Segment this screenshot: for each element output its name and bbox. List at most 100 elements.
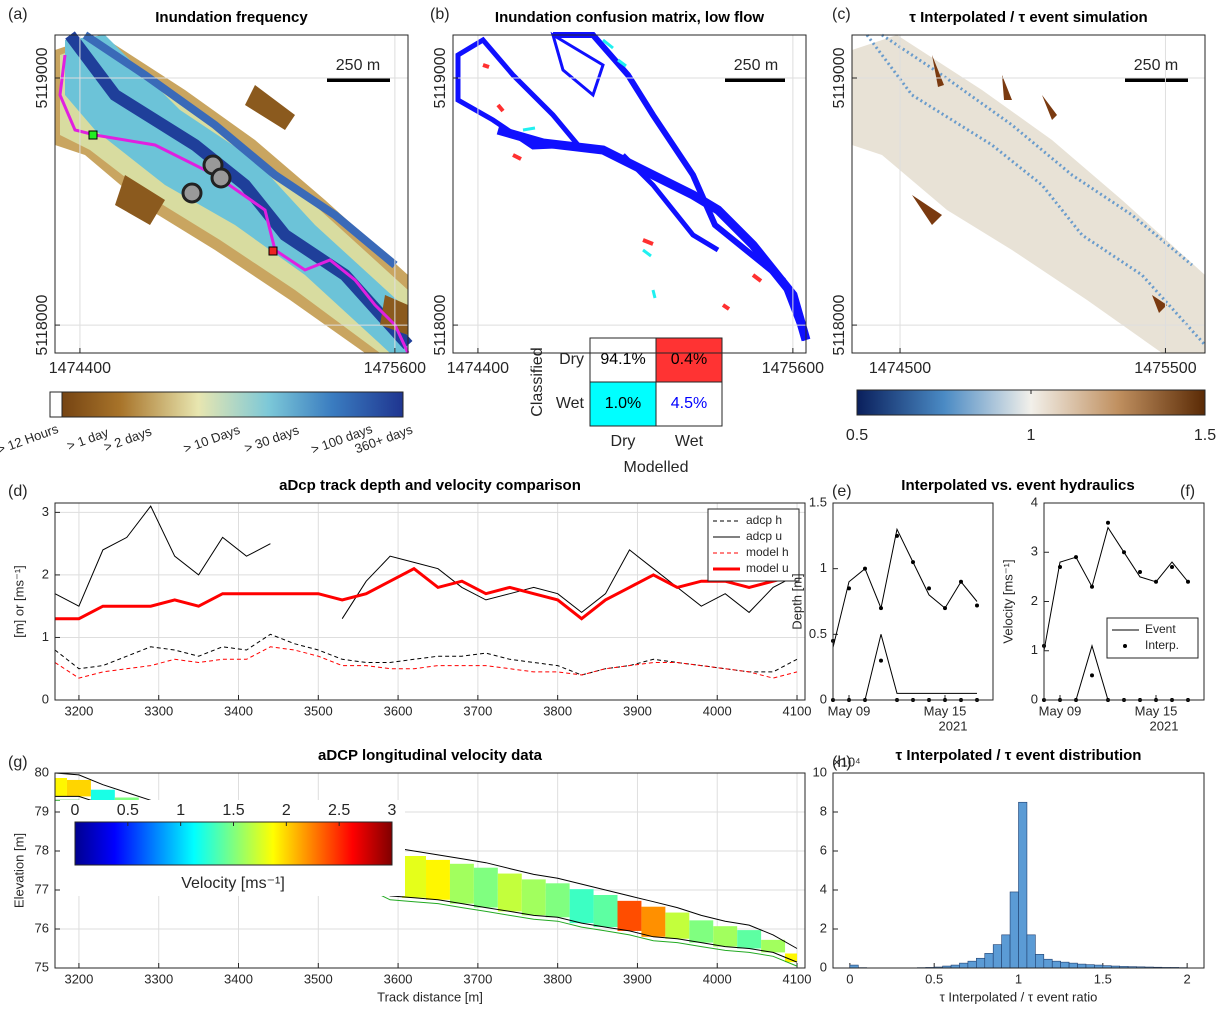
y-tick-label: 78 [35,842,49,857]
y-tick-label: 1 [42,629,49,644]
map-a [55,35,408,353]
chart-title: Inundation frequency [155,9,308,26]
x-tick-label: 4000 [703,703,732,718]
velocity-cell [474,868,498,908]
y-axis-label: Velocity [ms⁻¹] [1000,559,1015,643]
x-tick-label: 1.5 [1094,971,1112,986]
scale-bar-label: 250 m [1134,57,1178,74]
colorbar-tick-label: 3 [388,802,397,819]
y-tick-label: 80 [35,764,49,779]
y-tick-label: 5118000 [432,294,449,355]
velocity-cell [570,889,594,923]
data-point [1074,555,1078,559]
legend-label: model h [746,545,789,559]
matrix-cell-label: 0.4% [671,351,707,368]
x-tick-label: 4000 [703,971,732,986]
scale-bar-label: 250 m [734,57,778,74]
histogram-bar [1019,802,1027,968]
x-year-label: 2021 [1150,718,1179,733]
panel-label: (b) [430,6,450,23]
legend-label: adcp h [746,513,782,527]
y-tick-label: 5118000 [34,294,51,355]
x-tick-label: 4100 [783,971,812,986]
x-tick-label: 2 [1184,971,1191,986]
chart-title: aDcp track depth and velocity comparison [279,477,581,494]
map-c [852,35,1205,353]
histogram-bar [968,961,976,968]
x-tick-label: 0.5 [925,971,943,986]
data-point [1090,673,1094,677]
x-tick-label: 1475600 [762,360,824,377]
colorbar [50,392,403,417]
velocity-cell [55,778,67,796]
x-tick-label: May 09 [828,703,871,718]
y-tick-label: 6 [820,842,827,857]
velocity-cell [713,926,737,946]
x-tick-label: 3800 [543,971,572,986]
y-tick-label: 76 [35,920,49,935]
matrix-col-label: Dry [611,433,636,450]
y-tick-label: 4 [820,881,827,896]
colorbar-label: > 2 days [102,423,154,454]
legend-swatch [1123,644,1127,648]
legend-label: model u [746,561,789,575]
y-tick-label: 10 [813,764,827,779]
chart-title: Interpolated vs. event hydraulics [901,477,1134,494]
x-tick-label: May 15 [924,703,967,718]
y-tick-label: 2 [1031,593,1038,608]
data-point [927,586,931,590]
x-tick-label: 3400 [224,971,253,986]
y-tick-label: 5119000 [34,47,51,108]
panel-label: (d) [8,483,28,500]
axes-frame [1044,503,1204,700]
y-tick-label: 0.5 [809,626,827,641]
x-tick-label: 3900 [623,971,652,986]
histogram-bar [976,958,984,968]
data-point [879,659,883,663]
colorbar-tick-label: 2.5 [328,802,350,819]
y-tick-label: 3 [42,504,49,519]
histogram-bar [1027,935,1035,968]
x-tick-label: 3700 [463,703,492,718]
y-tick-label: 1 [1031,642,1038,657]
colorbar-tick-label: 1 [1027,427,1036,444]
matrix-row-label: Wet [556,395,585,412]
histogram-bar [1052,961,1060,968]
histogram-bar [1010,892,1018,968]
legend-label: adcp u [746,529,782,543]
y-tick-label: 1.5 [809,494,827,509]
x-tick-label: 1474400 [49,360,111,377]
panel-label: (c) [832,6,851,23]
y-tick-label: 5119000 [432,47,449,108]
colorbar-swatch [50,392,62,417]
colorbar-tick-label: 1.5 [222,802,244,819]
y-tick-label: 75 [35,959,49,974]
colorbar-tick-label: 0.5 [117,802,139,819]
y-tick-label: 0 [820,691,827,706]
data-point [959,580,963,584]
x-tick-label: 4100 [783,703,812,718]
x-tick-label: 3200 [64,703,93,718]
colorbar-label: > 30 days [242,422,301,456]
panel-label: (a) [8,6,28,23]
colorbar-tick-label: 1 [176,802,185,819]
x-axis-label: Track distance [m] [377,989,483,1004]
x-tick-label: 1475600 [364,360,426,377]
data-point [1154,580,1158,584]
chart-title: aDCP longitudinal velocity data [318,747,543,764]
velocity-cell [67,780,91,796]
data-point [879,606,883,610]
data-point [895,534,899,538]
matrix-row-label: Dry [559,351,584,368]
chart-title: τ Interpolated / τ event distribution [896,747,1142,764]
matrix-row-title: Classified [529,347,546,416]
x-tick-label: 3600 [384,703,413,718]
data-point [975,603,979,607]
velocity-cell [618,901,642,931]
chart-title: Inundation confusion matrix, low flow [495,9,764,26]
velocity-cell [737,930,761,948]
panel-label: (e) [832,483,852,500]
data-point [943,606,947,610]
histogram-bar [1069,963,1077,968]
